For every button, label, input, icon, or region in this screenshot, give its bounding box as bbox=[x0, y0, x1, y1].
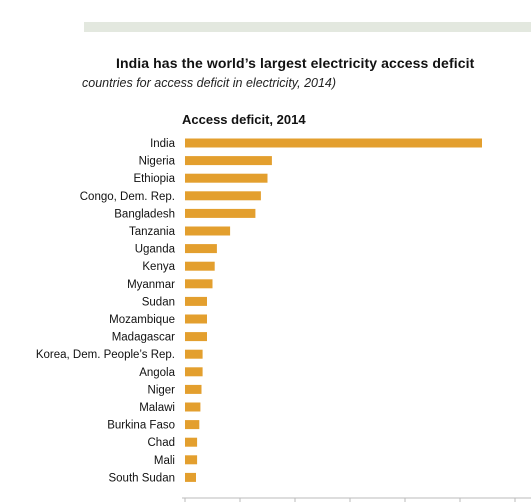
chart-title: Access deficit, 2014 bbox=[182, 112, 306, 127]
category-label: Nigeria bbox=[139, 156, 176, 168]
bar bbox=[185, 173, 268, 183]
page-subtitle: countries for access deficit in electric… bbox=[82, 76, 337, 90]
bar bbox=[185, 384, 202, 394]
category-label: Madagascar bbox=[112, 332, 175, 344]
category-label: Sudan bbox=[142, 296, 175, 308]
bar bbox=[185, 349, 203, 359]
bar bbox=[185, 332, 207, 342]
bar bbox=[185, 402, 201, 412]
category-label: Kenya bbox=[142, 261, 175, 273]
category-label: Bangladesh bbox=[114, 208, 175, 220]
category-label: Malawi bbox=[139, 402, 175, 414]
bar bbox=[185, 437, 198, 447]
category-label: Uganda bbox=[135, 244, 176, 256]
bar bbox=[185, 367, 203, 377]
bar bbox=[185, 261, 215, 271]
category-label: Myanmar bbox=[127, 279, 175, 291]
bar bbox=[185, 208, 256, 218]
category-label: Niger bbox=[148, 384, 176, 396]
category-label: Mali bbox=[154, 455, 175, 467]
bar bbox=[185, 279, 213, 289]
bar bbox=[185, 420, 200, 430]
bar bbox=[185, 314, 207, 324]
category-label: Ethiopia bbox=[133, 173, 175, 185]
category-label: Tanzania bbox=[129, 226, 176, 238]
bar bbox=[185, 472, 196, 482]
bar bbox=[185, 226, 231, 236]
bar bbox=[185, 244, 217, 254]
category-label: Congo, Dem. Rep. bbox=[80, 191, 175, 203]
bar bbox=[185, 455, 198, 465]
bar bbox=[185, 296, 207, 306]
category-label: Korea, Dem. People’s Rep. bbox=[36, 349, 175, 361]
category-label: Chad bbox=[148, 437, 176, 449]
bar bbox=[185, 191, 261, 201]
bar bbox=[185, 138, 482, 148]
bar bbox=[185, 156, 272, 166]
top-decorative-band bbox=[84, 22, 531, 32]
category-label: Angola bbox=[139, 367, 175, 379]
category-label: India bbox=[150, 138, 176, 150]
category-label: Burkina Faso bbox=[107, 420, 175, 432]
page-title: India has the world’s largest electricit… bbox=[116, 55, 475, 71]
category-label: South Sudan bbox=[108, 472, 175, 484]
category-label: Mozambique bbox=[109, 314, 175, 326]
